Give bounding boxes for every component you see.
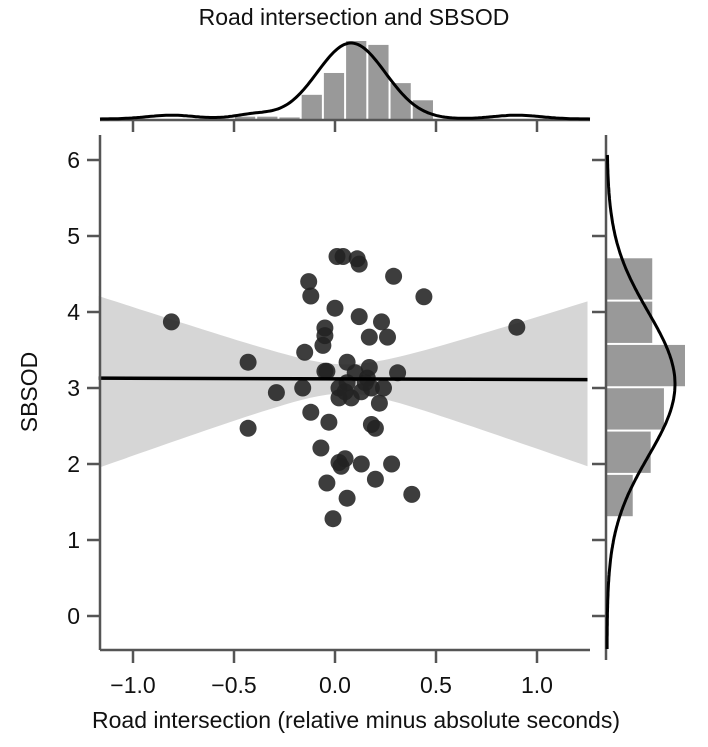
y-axis-label: SBSOD <box>16 352 42 433</box>
y-marginal-histogram <box>592 135 685 660</box>
x-axis-label: Road intersection (relative minus absolu… <box>92 707 620 733</box>
data-point <box>318 362 336 380</box>
x-tick-label: −0.5 <box>211 672 256 698</box>
x-tick-label: −1.0 <box>110 672 155 698</box>
data-point <box>385 267 403 285</box>
data-point <box>415 288 433 306</box>
data-point <box>352 455 370 473</box>
y-tick-label: 1 <box>67 527 80 553</box>
y-axis: 0 1 2 3 4 5 6 <box>67 135 102 650</box>
data-point <box>508 318 526 336</box>
data-point <box>350 308 368 326</box>
y-tick-label: 4 <box>67 299 80 325</box>
data-point <box>312 439 330 457</box>
data-point <box>338 489 356 507</box>
data-point <box>389 364 407 382</box>
data-point <box>316 319 334 337</box>
data-point <box>360 328 378 346</box>
histogram-bar <box>279 117 300 119</box>
data-point <box>239 419 257 437</box>
histogram-bar <box>607 388 664 430</box>
chart-title: Road intersection and SBSOD <box>199 4 510 30</box>
data-point <box>366 419 384 437</box>
data-point <box>403 485 421 503</box>
x-tick-label: 0.0 <box>319 672 351 698</box>
data-point <box>302 403 320 421</box>
x-marginal-histogram <box>99 41 591 132</box>
regression-line <box>98 376 588 382</box>
data-point <box>370 394 388 412</box>
scatter-plot-area <box>98 248 588 528</box>
y-tick-label: 3 <box>67 375 80 401</box>
histogram-bar <box>323 72 345 119</box>
data-point <box>350 255 368 273</box>
data-point <box>326 299 344 317</box>
scatter-points <box>162 248 526 528</box>
data-point <box>239 353 257 371</box>
histogram-bar <box>235 116 256 119</box>
data-point <box>334 248 352 265</box>
data-point <box>324 510 342 528</box>
data-point <box>302 287 320 305</box>
histogram-bar <box>301 94 322 119</box>
data-point <box>162 313 180 331</box>
data-point <box>300 273 318 291</box>
data-point <box>366 470 384 488</box>
x-axis: −1.0 −0.5 0.0 0.5 1.0 <box>100 648 590 698</box>
y-tick-label: 6 <box>67 147 80 173</box>
histogram-bar <box>390 83 411 119</box>
data-point <box>318 474 336 492</box>
x-kde-curve <box>99 41 591 121</box>
data-point <box>360 359 378 376</box>
data-point <box>373 313 390 331</box>
y-tick-label: 5 <box>67 223 80 249</box>
histogram-bar <box>257 116 278 119</box>
data-point <box>267 384 285 402</box>
data-point <box>336 450 354 468</box>
data-point <box>383 455 401 473</box>
histogram-bar <box>368 44 389 119</box>
y-kde-curve <box>605 154 677 649</box>
data-point <box>294 379 312 397</box>
data-point <box>362 379 380 397</box>
data-point <box>379 328 396 346</box>
y-tick-label: 2 <box>67 451 80 477</box>
data-point <box>320 413 338 431</box>
data-point <box>296 343 314 361</box>
y-tick-label: 0 <box>67 603 80 629</box>
data-point <box>375 379 392 397</box>
x-tick-label: 0.5 <box>420 672 452 698</box>
x-tick-label: 1.0 <box>521 672 553 698</box>
histogram-bar <box>346 41 367 119</box>
